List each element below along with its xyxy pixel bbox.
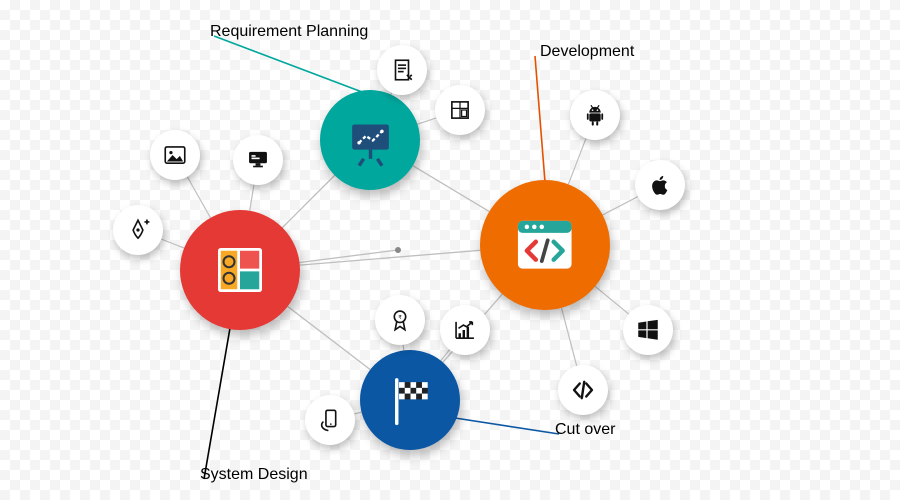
label-cutover: Cut over xyxy=(555,421,615,439)
satellite-badge: ₹ xyxy=(375,295,425,345)
hub-cutover xyxy=(360,350,460,450)
strategy-board-icon xyxy=(343,113,398,168)
svg-text:₹: ₹ xyxy=(398,314,402,321)
label-planning: Requirement Planning xyxy=(210,23,368,41)
satellite-phone xyxy=(305,395,355,445)
satellite-windows xyxy=(623,305,673,355)
satellite-image xyxy=(150,130,200,180)
satellite-apple xyxy=(635,160,685,210)
layout-gear-icon xyxy=(207,237,273,303)
growth-icon xyxy=(452,317,478,343)
monitor-icon xyxy=(245,147,271,173)
image-icon xyxy=(162,142,188,168)
hub-design xyxy=(180,210,300,330)
code-window-icon xyxy=(509,209,581,281)
satellite-monitor xyxy=(233,135,283,185)
code-icon xyxy=(570,377,596,403)
satellite-blueprint xyxy=(435,85,485,135)
phone-hand-icon xyxy=(317,407,343,433)
label-design: System Design xyxy=(200,466,308,484)
blueprint-icon xyxy=(447,97,473,123)
junction-dot xyxy=(395,247,401,253)
hub-planning xyxy=(320,90,420,190)
notes-icon xyxy=(389,57,415,83)
satellite-code xyxy=(558,365,608,415)
pen-plus-icon xyxy=(125,217,151,243)
satellite-notes xyxy=(377,45,427,95)
badge-icon: ₹ xyxy=(387,307,413,333)
satellite-growth xyxy=(440,305,490,355)
diagram-stage: ₹ Requirement Planning Development System D… xyxy=(0,0,900,500)
satellite-pen xyxy=(113,205,163,255)
android-icon xyxy=(582,102,608,128)
hub-development xyxy=(480,180,610,310)
windows-icon xyxy=(635,317,661,343)
satellite-android xyxy=(570,90,620,140)
checkered-flag-icon xyxy=(383,373,438,428)
label-development: Development xyxy=(540,43,634,61)
apple-icon xyxy=(647,172,673,198)
